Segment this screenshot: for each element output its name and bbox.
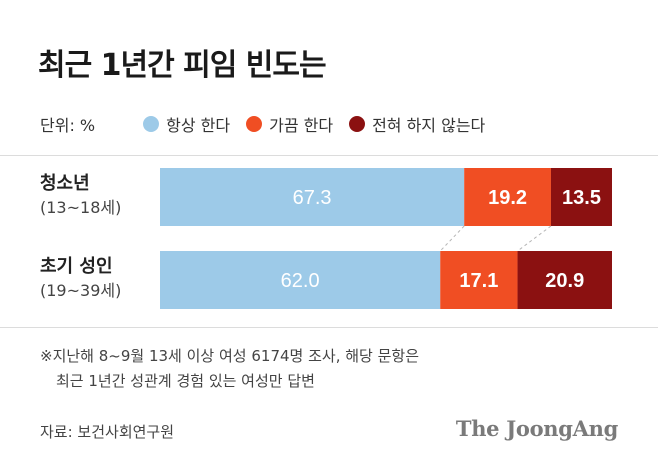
bar-youth-always [160, 168, 465, 226]
chart-title: 최근 1년간 피임 빈도는 [38, 48, 327, 83]
data-label-youth-sometimes: 19.2 [488, 187, 527, 209]
data-label-adult-always: 62.0 [281, 270, 320, 292]
legend: 단위: % 항상 한다 가끔 한다 전혀 하지 않는다 [40, 110, 501, 138]
row-label-adult-age: (19~39세) [40, 281, 122, 300]
bar-adult-sometimes [440, 251, 518, 309]
row-label-youth-age: (13~18세) [40, 198, 122, 217]
bar-adult-never [517, 251, 612, 309]
legend-label-always: 항상 한다 [166, 116, 231, 135]
legend-label-never: 전혀 하지 않는다 [372, 116, 486, 135]
bar-adult-always [160, 251, 441, 309]
row-label-adult-name: 초기 성인 [40, 256, 113, 277]
footnote: ※지난해 8~9월 13세 이상 여성 6174명 조사, 해당 문항은 최근 … [40, 344, 419, 394]
row-label-youth: 청소년 (13~18세) [40, 172, 121, 220]
legend-swatch-never [349, 116, 366, 132]
connector-line-1 [439, 225, 465, 252]
top-divider [0, 155, 658, 156]
bottom-divider [0, 327, 658, 328]
legend-item-always: 항상 한다 [143, 112, 230, 136]
legend-item-sometimes: 가끔 한다 [246, 112, 333, 136]
bar-youth-sometimes [464, 168, 551, 226]
connector-line-2 [517, 225, 552, 252]
bar-youth-never [550, 168, 612, 226]
row-label-youth-name: 청소년 [40, 173, 90, 194]
legend-swatch-sometimes [246, 116, 263, 132]
data-label-adult-never: 20.9 [545, 270, 584, 292]
data-label-adult-sometimes: 17.1 [459, 270, 498, 292]
legend-item-never: 전혀 하지 않는다 [349, 112, 485, 136]
data-label-youth-always: 67.3 [293, 187, 332, 209]
unit-label: 단위: % [40, 116, 96, 135]
brand-logo: The JoongAng [455, 416, 618, 441]
row-label-adult: 초기 성인 (19~39세) [40, 255, 121, 303]
source-label: 자료: 보건사회연구원 [40, 423, 175, 441]
data-label-youth-never: 13.5 [562, 187, 601, 209]
legend-swatch-always [143, 116, 160, 132]
footnote-line-2: 최근 1년간 성관계 경험 있는 여성만 답변 [56, 372, 315, 390]
footnote-line-1: ※지난해 8~9월 13세 이상 여성 6174명 조사, 해당 문항은 [40, 347, 419, 365]
legend-label-sometimes: 가끔 한다 [269, 116, 334, 135]
